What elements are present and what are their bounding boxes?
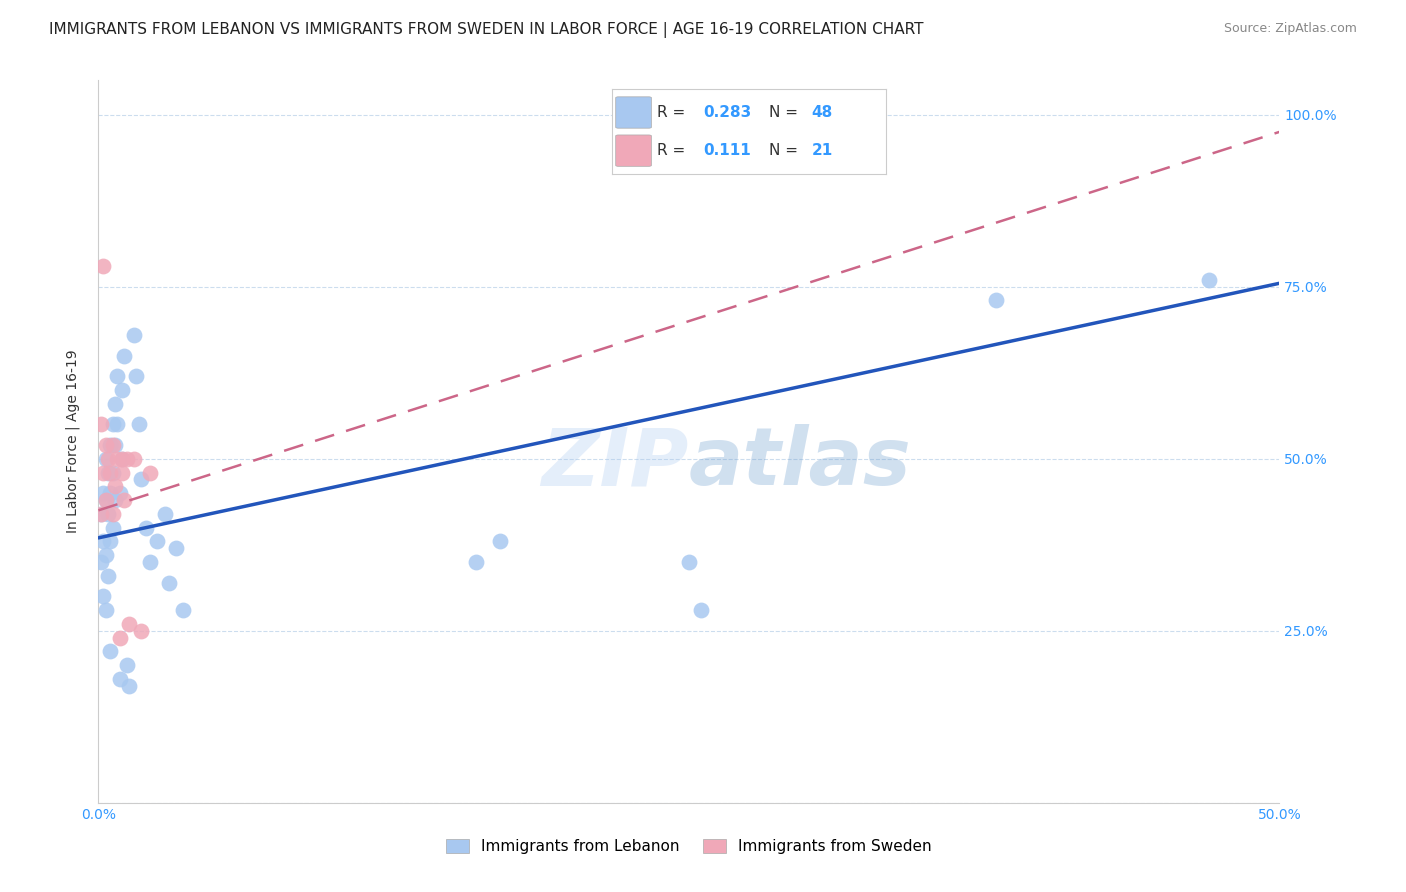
Point xyxy=(91,466,114,480)
Point xyxy=(94,603,117,617)
Point xyxy=(105,451,128,466)
Point xyxy=(101,438,124,452)
Point xyxy=(129,624,152,638)
Point xyxy=(108,631,131,645)
Point xyxy=(91,259,114,273)
Point xyxy=(157,575,180,590)
Point xyxy=(112,349,135,363)
Point xyxy=(172,603,194,617)
Point xyxy=(90,417,112,432)
Text: R =: R = xyxy=(657,105,690,120)
Point xyxy=(101,520,124,534)
Text: 48: 48 xyxy=(811,105,832,120)
Text: R =: R = xyxy=(657,143,695,158)
Point xyxy=(91,486,114,500)
Point xyxy=(678,555,700,569)
Point xyxy=(97,451,120,466)
Point xyxy=(108,672,131,686)
Point xyxy=(101,507,124,521)
Point xyxy=(139,555,162,569)
Point xyxy=(90,507,112,521)
Point xyxy=(98,534,121,549)
Point xyxy=(104,493,127,508)
Point xyxy=(465,555,488,569)
Point xyxy=(94,493,117,508)
Text: Source: ZipAtlas.com: Source: ZipAtlas.com xyxy=(1223,22,1357,36)
Point xyxy=(105,369,128,384)
Point xyxy=(128,417,150,432)
Point xyxy=(139,466,162,480)
Point xyxy=(101,466,124,480)
Point xyxy=(98,466,121,480)
Point xyxy=(97,466,120,480)
Point xyxy=(91,534,114,549)
Point xyxy=(489,534,512,549)
Point xyxy=(98,438,121,452)
Point xyxy=(118,616,141,631)
Y-axis label: In Labor Force | Age 16-19: In Labor Force | Age 16-19 xyxy=(65,350,80,533)
Point xyxy=(115,658,138,673)
Text: IMMIGRANTS FROM LEBANON VS IMMIGRANTS FROM SWEDEN IN LABOR FORCE | AGE 16-19 COR: IMMIGRANTS FROM LEBANON VS IMMIGRANTS FR… xyxy=(49,22,924,38)
Point xyxy=(101,417,124,432)
Point xyxy=(108,486,131,500)
Point xyxy=(94,493,117,508)
Point xyxy=(104,479,127,493)
Legend: Immigrants from Lebanon, Immigrants from Sweden: Immigrants from Lebanon, Immigrants from… xyxy=(440,833,938,860)
Point xyxy=(91,590,114,604)
Point xyxy=(98,644,121,658)
Text: 21: 21 xyxy=(811,143,832,158)
Point xyxy=(97,568,120,582)
Point xyxy=(689,603,711,617)
Point xyxy=(115,451,138,466)
Point xyxy=(94,438,117,452)
Point xyxy=(90,507,112,521)
FancyBboxPatch shape xyxy=(616,97,651,128)
Point xyxy=(111,383,134,397)
Point xyxy=(122,327,145,342)
Point xyxy=(984,293,1007,308)
Point xyxy=(111,451,134,466)
Point xyxy=(118,679,141,693)
Point xyxy=(146,534,169,549)
Text: 0.283: 0.283 xyxy=(703,105,752,120)
Point xyxy=(165,541,187,556)
Text: atlas: atlas xyxy=(689,425,911,502)
Point xyxy=(112,493,135,508)
FancyBboxPatch shape xyxy=(616,135,651,166)
Point xyxy=(94,451,117,466)
Point xyxy=(135,520,157,534)
Point xyxy=(129,472,152,486)
Point xyxy=(111,466,134,480)
Point xyxy=(90,555,112,569)
Point xyxy=(105,417,128,432)
Point xyxy=(94,548,117,562)
Point xyxy=(111,451,134,466)
Point xyxy=(122,451,145,466)
Point xyxy=(1198,273,1220,287)
Text: N =: N = xyxy=(769,105,803,120)
Point xyxy=(98,486,121,500)
Point xyxy=(104,438,127,452)
Text: 0.111: 0.111 xyxy=(703,143,751,158)
Point xyxy=(125,369,148,384)
Text: ZIP: ZIP xyxy=(541,425,689,502)
Point xyxy=(153,507,176,521)
Text: N =: N = xyxy=(769,143,803,158)
Point xyxy=(104,397,127,411)
Point xyxy=(97,507,120,521)
